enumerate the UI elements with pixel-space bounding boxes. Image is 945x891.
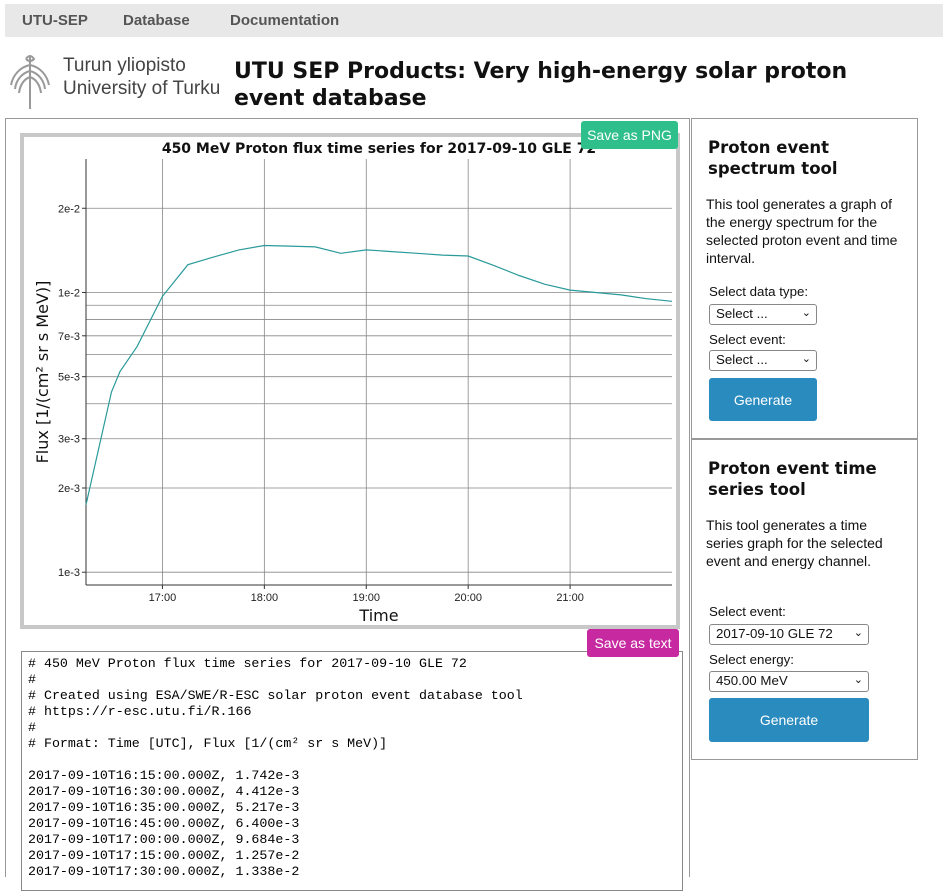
energy-value: 450.00 MeV bbox=[716, 673, 788, 688]
text-output-area[interactable]: # 450 MeV Proton flux time series for 20… bbox=[21, 651, 683, 891]
x-axis-label: Time bbox=[358, 606, 398, 625]
energy-label: Select energy: bbox=[709, 652, 795, 667]
spectrum-tool-description: This tool generates a graph of the energ… bbox=[706, 196, 898, 266]
data-type-label: Select data type: bbox=[709, 284, 809, 299]
nav-utu-sep[interactable]: UTU-SEP bbox=[22, 12, 88, 29]
save-as-png-button[interactable]: Save as PNG bbox=[581, 121, 678, 149]
text-output-line: 2017-09-10T17:00:00.000Z, 9.684e-3 bbox=[28, 832, 300, 847]
text-output-line: # https://r-esc.utu.fi/R.166 bbox=[28, 704, 252, 719]
timeseries-tool-panel: Proton event time series tool This tool … bbox=[691, 439, 918, 760]
y-tick-label: 7e-3 bbox=[58, 331, 80, 343]
y-tick-label: 1e-2 bbox=[58, 287, 80, 299]
logo-line-1: Turun yliopisto bbox=[63, 55, 186, 76]
chevron-down-icon: ⌄ bbox=[853, 627, 863, 639]
text-output-line bbox=[28, 752, 676, 768]
data-type-value: Select ... bbox=[716, 306, 768, 321]
text-output-line: 2017-09-10T16:45:00.000Z, 6.400e-3 bbox=[28, 816, 300, 831]
text-output-line: 2017-09-10T16:15:00.000Z, 1.742e-3 bbox=[28, 768, 300, 783]
x-tick-label: 19:00 bbox=[352, 592, 380, 604]
x-tick-label: 17:00 bbox=[149, 592, 177, 604]
chevron-down-icon: ⌄ bbox=[853, 674, 863, 686]
y-tick-label: 1e-3 bbox=[58, 567, 80, 579]
text-output-line: 2017-09-10T17:15:00.000Z, 1.257e-2 bbox=[28, 848, 300, 863]
timeseries-tool-description: This tool generates a time series graph … bbox=[706, 517, 883, 569]
x-tick-label: 21:00 bbox=[556, 592, 584, 604]
text-output-line: # Created using ESA/SWE/R-ESC solar prot… bbox=[28, 688, 523, 703]
chart-container: 1e-3 2e-3 3e-3 5e-3 7e-3 1e-2 2e-2 17:00 18:00 19… bbox=[20, 133, 680, 629]
data-type-select[interactable]: Select ... ⌄ bbox=[709, 304, 817, 325]
timeseries-tool-title: Proton event time series tool bbox=[708, 459, 877, 499]
torch-emblem-icon bbox=[10, 55, 50, 109]
nav-database[interactable]: Database bbox=[123, 12, 190, 29]
main-content: 1e-3 2e-3 3e-3 5e-3 7e-3 1e-2 2e-2 17:00 18:00 19… bbox=[5, 118, 690, 891]
save-as-text-button[interactable]: Save as text bbox=[587, 629, 679, 657]
university-logo: Turun yliopisto University of Turku bbox=[5, 53, 220, 113]
y-tick-label: 5e-3 bbox=[58, 372, 80, 384]
timeseries-generate-button[interactable]: Generate bbox=[709, 698, 869, 742]
spectrum-tool-title: Proton event spectrum tool bbox=[708, 138, 838, 178]
spectrum-tool-panel: Proton event spectrum tool This tool gen… bbox=[691, 118, 918, 439]
x-tick-label: 20:00 bbox=[454, 592, 482, 604]
timeseries-event-select[interactable]: 2017-09-10 GLE 72 ⌄ bbox=[709, 624, 869, 645]
y-axis-label: Flux [1/(cm² sr s MeV)] bbox=[33, 281, 52, 464]
text-output-line: # Format: Time [UTC], Flux [1/(cm² sr s … bbox=[28, 736, 388, 751]
ts-event-label: Select event: bbox=[709, 604, 786, 619]
spectrum-event-value: Select ... bbox=[716, 352, 768, 367]
energy-select[interactable]: 450.00 MeV ⌄ bbox=[709, 671, 869, 692]
y-tick-label: 2e-2 bbox=[58, 203, 80, 215]
x-tick-label: 18:00 bbox=[251, 592, 279, 604]
y-tick-label: 3e-3 bbox=[58, 434, 80, 446]
flux-chart: 1e-3 2e-3 3e-3 5e-3 7e-3 1e-2 2e-2 17:00 18:00 19… bbox=[33, 141, 673, 625]
logo-line-2: University of Turku bbox=[63, 78, 221, 99]
nav-documentation[interactable]: Documentation bbox=[230, 12, 340, 29]
chart-title: 450 MeV Proton flux time series for 2017… bbox=[162, 141, 596, 157]
text-output-line: 2017-09-10T16:35:00.000Z, 5.217e-3 bbox=[28, 800, 300, 815]
text-output-line: 2017-09-10T16:30:00.000Z, 4.412e-3 bbox=[28, 784, 300, 799]
flux-series-line bbox=[85, 244, 673, 505]
top-nav: UTU-SEP Database Documentation bbox=[5, 4, 943, 37]
text-output-line: # bbox=[28, 720, 36, 735]
text-output-line: # 450 MeV Proton flux time series for 20… bbox=[28, 656, 467, 671]
text-output-line: # bbox=[28, 672, 36, 687]
y-tick-label: 2e-3 bbox=[58, 483, 80, 495]
chevron-down-icon: ⌄ bbox=[801, 353, 811, 365]
ts-event-value: 2017-09-10 GLE 72 bbox=[716, 626, 833, 641]
event-label: Select event: bbox=[709, 332, 786, 347]
spectrum-event-select[interactable]: Select ... ⌄ bbox=[709, 350, 817, 371]
chevron-down-icon: ⌄ bbox=[801, 307, 811, 319]
page-title: UTU SEP Products: Very high-energy solar… bbox=[234, 59, 848, 111]
text-output-line: 2017-09-10T17:30:00.000Z, 1.338e-2 bbox=[28, 864, 300, 879]
spectrum-generate-button[interactable]: Generate bbox=[709, 378, 817, 421]
